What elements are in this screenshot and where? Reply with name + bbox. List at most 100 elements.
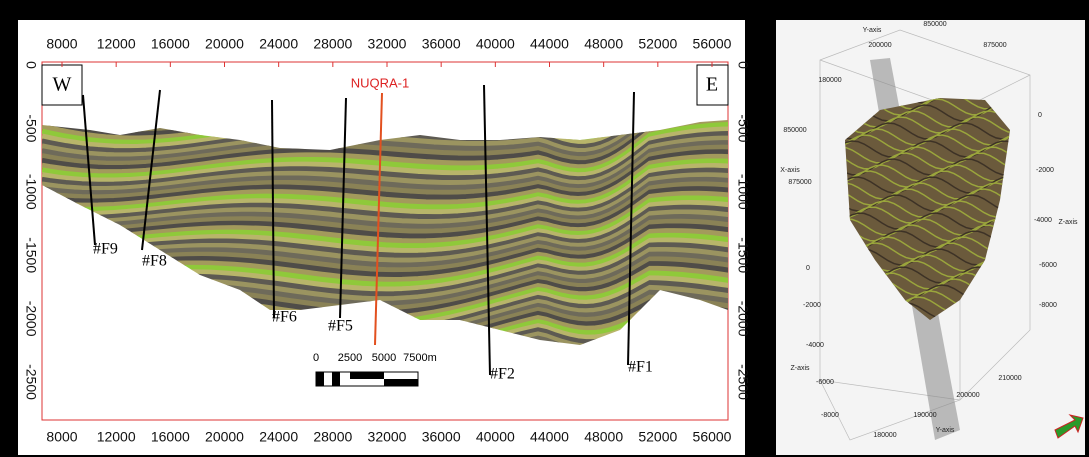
x-tick-label: 28000	[313, 36, 352, 52]
stratum	[42, 167, 728, 221]
model-axis-label: 0	[806, 265, 810, 272]
model-stratum	[845, 140, 1010, 158]
model-axis-label: 850000	[923, 21, 946, 28]
model-axis-label: 200000	[868, 42, 891, 49]
depth-tick-label: -2500	[23, 364, 39, 400]
east-box	[696, 64, 729, 106]
depth-tick-label: -2000	[735, 301, 751, 337]
model-stratum	[845, 212, 1010, 230]
depth-tick-label: 0	[735, 61, 751, 69]
x-tick-label: 40000	[476, 429, 515, 445]
model-stratum	[845, 110, 1010, 128]
fault-line	[82, 94, 96, 246]
model-stratum	[845, 182, 1010, 200]
x-tick-label: 12000	[97, 36, 136, 52]
axes: 8000 8000 12000 12000 16000 16000 20000 20000 24…	[23, 36, 751, 445]
well-line	[374, 92, 383, 346]
model-axis-label: -8000	[1039, 302, 1057, 309]
x-tick-label: 56000	[693, 36, 732, 52]
x-tick-label: 36000	[422, 36, 461, 52]
model-axis-label: 180000	[873, 432, 896, 439]
stratum	[42, 195, 728, 249]
scale-label: 5000	[372, 352, 396, 364]
depth-tick-label: -500	[735, 114, 751, 142]
x-tick-label: 56000	[693, 429, 732, 445]
model-axis-label: -2000	[1036, 167, 1054, 174]
x-tick-label: 8000	[46, 429, 77, 445]
model-axis-label: 875000	[983, 42, 1006, 49]
x-tick-label: 52000	[638, 429, 677, 445]
scale-label: 0	[313, 352, 319, 364]
stratum	[42, 158, 728, 213]
stratum	[42, 120, 728, 171]
west-box	[41, 64, 83, 106]
stratum	[42, 200, 728, 254]
x-tick-label: 12000	[97, 429, 136, 445]
model-axis-label: -4000	[1034, 217, 1052, 224]
well-label: NUQRA-1	[351, 75, 410, 90]
model-stratum	[845, 170, 1010, 188]
stratum	[42, 130, 728, 188]
x-tick-label: 32000	[368, 36, 407, 52]
stratum	[42, 172, 728, 225]
scale-bar	[315, 371, 419, 387]
depth-tick-label: -500	[23, 114, 39, 142]
model-stratum	[845, 218, 1010, 236]
model-axis-label: 210000	[998, 375, 1021, 382]
model-axis-label: Z-axis	[790, 365, 810, 372]
model-labels: Y-axis 850000 200000 875000 180000 850000 X-ax…	[780, 21, 1078, 439]
model-stratum	[845, 158, 1010, 176]
stratum	[42, 120, 728, 133]
faults: #F9 #F8 #F6 #F5 #F2 #F1	[82, 84, 653, 383]
scale-label: 7500m	[403, 352, 437, 364]
x-tick-label: 16000	[151, 36, 190, 52]
x-tick-label: 16000	[151, 429, 190, 445]
x-tick-label: 20000	[205, 36, 244, 52]
x-tick-label: 24000	[259, 429, 298, 445]
model-stratum	[845, 230, 1010, 248]
depth-tick-label: 0	[23, 61, 39, 69]
stratum	[42, 126, 728, 184]
model-stratum	[845, 146, 1010, 164]
depth-tick-label: -1500	[735, 237, 751, 273]
x-tick-label: 28000	[313, 429, 352, 445]
model-axis-label: Y-axis	[863, 27, 882, 34]
x-tick-label: 32000	[368, 429, 407, 445]
fault-label: #F9	[93, 241, 118, 258]
depth-tick-label: -1000	[23, 174, 39, 210]
stratum	[42, 135, 728, 192]
model-axis-label: 0	[1038, 112, 1042, 119]
fault-line	[483, 84, 491, 376]
model-axis-label: 875000	[788, 179, 811, 186]
stratum	[42, 120, 728, 163]
model-axis-label: 200000	[956, 392, 979, 399]
model-axis-label: -8000	[821, 412, 839, 419]
model-axis-label: -6000	[1039, 262, 1057, 269]
depth-tick-label: -2000	[23, 301, 39, 337]
model-axis-label: 180000	[818, 77, 841, 84]
depth-tick-label: -1500	[23, 237, 39, 273]
x-tick-label: 8000	[46, 36, 77, 52]
east-label: E	[706, 74, 718, 96]
fault-label: #F2	[490, 366, 515, 383]
model-stratum	[845, 224, 1010, 242]
fault-line	[141, 89, 161, 251]
x-tick-label: 20000	[205, 429, 244, 445]
model-axis-label: 850000	[783, 127, 806, 134]
stratum	[42, 176, 728, 230]
stratum	[42, 181, 728, 235]
stratum	[42, 186, 728, 240]
fault-label: #F6	[272, 309, 297, 326]
fault-label: #F1	[628, 359, 653, 376]
x-tick-label: 40000	[476, 36, 515, 52]
west-label: W	[53, 74, 72, 96]
fault-line	[271, 99, 275, 319]
orientation-arrow	[1054, 414, 1084, 439]
stratum	[42, 121, 728, 179]
stratum	[42, 163, 728, 217]
model-axis-label: Z-axis	[1058, 219, 1078, 226]
x-tick-label: 36000	[422, 429, 461, 445]
model-axis-label: -6000	[816, 379, 834, 386]
model-stratum	[845, 128, 1010, 146]
